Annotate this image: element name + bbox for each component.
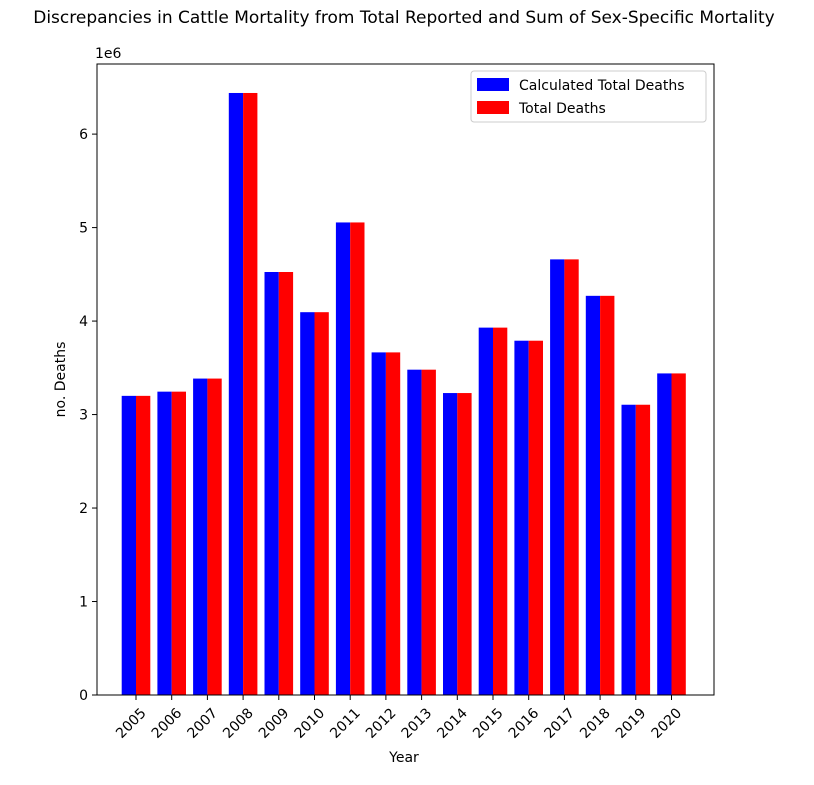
bar-calculated-2012 <box>371 352 386 695</box>
bar-calculated-2016 <box>514 340 529 695</box>
bar-total-2011 <box>350 222 365 695</box>
legend-label: Total Deaths <box>518 101 606 117</box>
y-tick-label: 4 <box>79 314 88 330</box>
x-tick-label: 2007 <box>184 705 221 742</box>
bar-calculated-2006 <box>157 391 172 695</box>
bar-calculated-2013 <box>407 369 422 695</box>
y-tick-label: 2 <box>79 501 88 517</box>
bar-total-2009 <box>278 272 294 695</box>
x-tick-label: 2018 <box>577 705 614 742</box>
bar-total-2013 <box>421 369 436 695</box>
x-tick-label: 2011 <box>327 705 364 742</box>
bar-calculated-2015 <box>478 327 493 695</box>
x-tick-label: 2012 <box>363 705 400 742</box>
bar-calculated-2011 <box>335 222 351 695</box>
legend-label: Calculated Total Deaths <box>519 78 685 94</box>
bar-total-2008 <box>243 92 258 696</box>
y-tick-label: 5 <box>79 221 88 237</box>
x-tick-label: 2009 <box>256 705 293 742</box>
x-tick-label: 2008 <box>220 705 257 742</box>
bar-total-2007 <box>207 378 222 695</box>
bar-calculated-2018 <box>585 295 601 695</box>
x-axis-label: Year <box>388 750 419 766</box>
bar-calculated-2019 <box>621 404 636 695</box>
bar-total-2015 <box>493 327 508 695</box>
x-tick-label: 2006 <box>149 705 186 742</box>
bar-total-2020 <box>671 373 686 695</box>
bar-calculated-2008 <box>228 92 244 696</box>
legend-box <box>470 70 707 123</box>
bar-total-2016 <box>528 340 543 695</box>
bar-calculated-2009 <box>264 272 279 695</box>
x-tick-label: 2019 <box>613 705 650 742</box>
y-offset-label: 1e6 <box>95 46 122 62</box>
bar-calculated-2014 <box>443 393 458 695</box>
y-axis-label: no. Deaths <box>53 342 69 418</box>
bar-calculated-2010 <box>300 312 315 695</box>
legend-swatch <box>477 78 509 91</box>
y-tick-label: 6 <box>79 127 88 143</box>
plot-frame <box>96 63 715 696</box>
bar-calculated-2017 <box>550 259 565 695</box>
chart-title: Discrepancies in Cattle Mortality from T… <box>33 8 775 28</box>
bar-total-2017 <box>564 259 579 695</box>
bar-calculated-2007 <box>193 378 208 695</box>
bar-total-2006 <box>171 391 186 695</box>
bar-calculated-2020 <box>657 373 672 695</box>
legend-swatch <box>477 101 509 114</box>
x-tick-label: 2016 <box>506 705 543 742</box>
bar-total-2019 <box>635 404 651 695</box>
bar-total-2012 <box>385 352 401 695</box>
bar-total-2010 <box>314 312 329 695</box>
y-tick-label: 3 <box>79 408 88 424</box>
legend: Calculated Total Deaths Total Deaths <box>470 70 707 123</box>
bar-total-2005 <box>136 395 151 695</box>
bar-total-2014 <box>457 393 472 695</box>
bar-total-2018 <box>600 295 615 695</box>
x-tick-label: 2013 <box>399 705 436 742</box>
bar-calculated-2005 <box>121 395 136 695</box>
x-tick-label: 2015 <box>470 705 507 742</box>
x-tick-label: 2010 <box>292 705 329 742</box>
y-tick-label: 1 <box>79 595 88 611</box>
y-tick-label: 0 <box>79 688 88 704</box>
x-tick-label: 2017 <box>541 705 578 742</box>
x-tick-label: 2020 <box>649 705 686 742</box>
x-tick-label: 2005 <box>113 705 150 742</box>
x-tick-label: 2014 <box>434 705 471 742</box>
